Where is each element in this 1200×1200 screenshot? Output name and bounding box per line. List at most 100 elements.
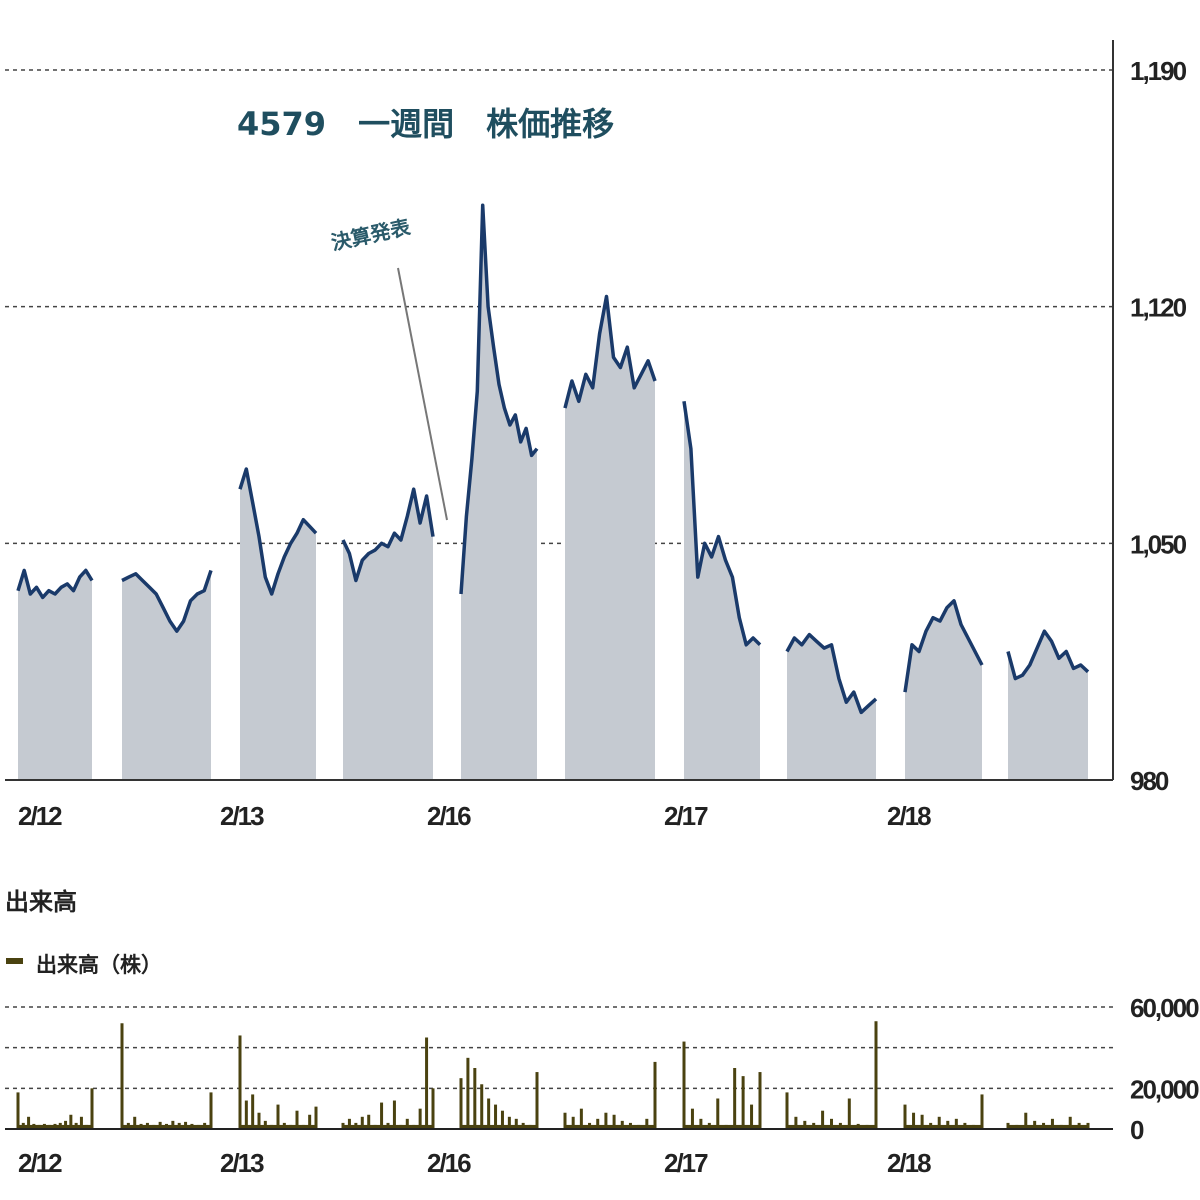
price-line-2/17-AM <box>682 401 762 647</box>
volume-bar <box>971 1124 975 1129</box>
price-gridlines <box>5 69 1113 545</box>
volume-bar <box>354 1122 358 1129</box>
price-area-2/18-PM <box>1008 631 1088 780</box>
volume-bar <box>604 1112 608 1129</box>
volume-bar <box>487 1098 491 1129</box>
volume-bar <box>856 1123 860 1129</box>
volume-bar <box>27 1116 31 1129</box>
volume-bar <box>21 1122 25 1129</box>
volume-bar <box>480 1084 484 1129</box>
volume-bar <box>418 1108 422 1129</box>
price-area-2/17-PM <box>787 634 876 780</box>
volume-bar <box>367 1114 371 1129</box>
volume-bar <box>64 1120 68 1129</box>
volume-bar <box>473 1068 477 1129</box>
volume-bar <box>535 1072 539 1129</box>
volume-bar <box>347 1118 351 1129</box>
volume-x-ticks: 2/12 2/13 2/16 2/17 2/18 <box>18 1148 933 1178</box>
volume-bar <box>929 1122 933 1129</box>
volume-bar <box>289 1124 293 1129</box>
volume-bar <box>308 1114 312 1129</box>
volume-base <box>905 1124 982 1129</box>
price-line-2/17-PM <box>785 632 878 715</box>
volume-bar <box>126 1122 130 1129</box>
volume-bar <box>74 1122 78 1129</box>
volume-bar <box>244 1100 248 1129</box>
price-area-2/16-PM <box>565 296 655 780</box>
volume-bar <box>373 1124 377 1129</box>
volume-bar <box>263 1120 267 1129</box>
volume-bar <box>314 1106 318 1129</box>
volume-bar <box>412 1124 416 1129</box>
volume-y-tick-label: 20,000 <box>1130 1074 1199 1104</box>
volume-bar <box>494 1104 498 1129</box>
volume-bar <box>69 1114 73 1129</box>
volume-bar <box>612 1114 616 1129</box>
volume-bar <box>341 1122 345 1129</box>
volume-bar <box>405 1118 409 1129</box>
volume-bar <box>812 1122 816 1129</box>
volume-y-ticks: 60,000 20,000 0 <box>1130 993 1200 1145</box>
volume-y-tick-label: 0 <box>1130 1115 1144 1145</box>
volume-bar <box>1050 1118 1054 1129</box>
volume-bar <box>48 1124 52 1129</box>
price-y-ticks: 1,190 1,120 1,050 980 <box>1130 56 1189 796</box>
volume-bar <box>937 1116 941 1129</box>
volume-bar <box>196 1124 200 1129</box>
volume-bar <box>571 1116 575 1129</box>
volume-bar <box>399 1124 403 1129</box>
volume-bar <box>758 1072 762 1129</box>
price-line-2/18-PM <box>1006 629 1090 681</box>
price-x-tick-label: 2/18 <box>887 801 931 831</box>
volume-bar <box>1042 1122 1046 1129</box>
volume-bar <box>171 1120 175 1129</box>
volume-bar <box>707 1122 711 1129</box>
price-area-2/16-AM <box>461 205 537 780</box>
volume-bar <box>579 1108 583 1129</box>
volume-bar <box>903 1104 907 1129</box>
price-lines <box>16 203 1090 715</box>
volume-bar <box>139 1123 143 1129</box>
volume-bar <box>912 1112 916 1129</box>
volume-bar <box>459 1078 463 1129</box>
price-area-2/18-AM <box>905 600 982 780</box>
price-x-ticks: 2/12 2/13 2/16 2/17 2/18 <box>18 801 933 831</box>
volume-bar <box>596 1118 600 1129</box>
volume-bar <box>733 1068 737 1129</box>
volume-bar <box>838 1122 842 1129</box>
volume-bar <box>954 1118 958 1129</box>
volume-bar <box>270 1124 274 1129</box>
volume-bar <box>79 1116 83 1129</box>
volume-bar <box>58 1122 62 1129</box>
volume-bar <box>521 1122 525 1129</box>
volume-bar <box>874 1021 878 1129</box>
volume-title: 出来高 <box>5 888 77 916</box>
price-line-2/16-AM <box>459 203 539 595</box>
volume-bar <box>295 1110 299 1129</box>
volume-bar <box>257 1112 261 1129</box>
volume-bar <box>1006 1122 1010 1129</box>
volume-bar <box>165 1123 168 1129</box>
volume-bar <box>158 1121 162 1129</box>
price-area-2/17-AM <box>684 401 760 780</box>
price-x-tick-label: 2/16 <box>427 801 471 831</box>
volume-bar <box>847 1098 851 1129</box>
volume-bar <box>251 1094 255 1129</box>
volume-x-tick-label: 2/16 <box>427 1148 471 1178</box>
volume-bar <box>431 1088 435 1129</box>
price-line-2/13-AM <box>238 467 318 596</box>
volume-bar <box>16 1092 20 1129</box>
volume-x-tick-label: 2/13 <box>220 1148 264 1178</box>
volume-base <box>565 1124 655 1129</box>
volume-bar <box>716 1098 720 1129</box>
volume-bar <box>190 1123 194 1129</box>
volume-bar <box>282 1122 286 1129</box>
volume-gridlines <box>5 1006 1113 1090</box>
volume-bar <box>514 1118 518 1129</box>
price-y-tick-label: 1,050 <box>1130 529 1187 559</box>
volume-bar <box>645 1118 649 1129</box>
volume-bar <box>425 1037 429 1129</box>
volume-bar <box>301 1124 305 1129</box>
volume-bar <box>386 1122 390 1129</box>
